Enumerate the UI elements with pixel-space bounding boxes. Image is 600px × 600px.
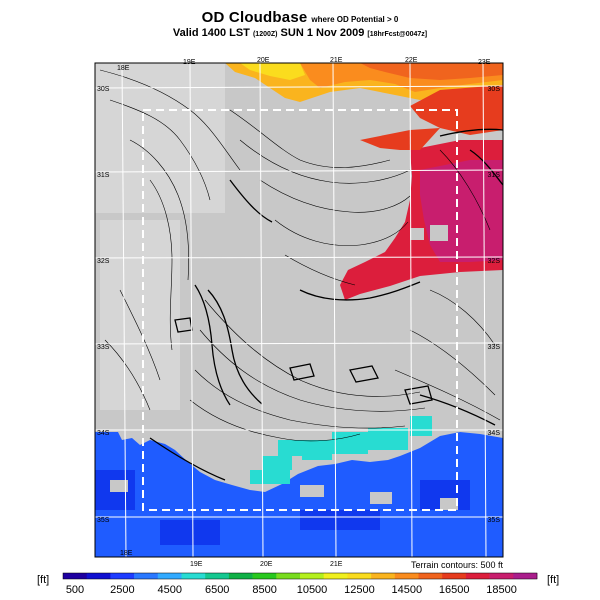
- colorbar-tick-label: 8500: [252, 584, 276, 596]
- colorbar-swatch: [323, 573, 348, 579]
- lat-label: 34S: [488, 430, 501, 437]
- map-plot-area: [95, 63, 503, 557]
- colorbar-tick-label: 2500: [110, 584, 134, 596]
- valid-time: Valid 1400 LST: [172, 27, 250, 39]
- inner-domain-box: [142, 109, 458, 511]
- colorbar-swatch: [86, 573, 111, 579]
- colorbar-swatch: [205, 573, 230, 579]
- lat-labels-right: 30S 31S 32S 33S 34S 35S: [488, 86, 501, 524]
- colorbar: [62, 572, 538, 580]
- colorbar-swatch: [513, 573, 538, 579]
- lat-label: 33S: [97, 344, 110, 351]
- colorbar-swatch: [465, 573, 490, 579]
- utc-time: (1200Z): [252, 31, 278, 38]
- colorbar-swatch: [157, 573, 182, 579]
- lon-label: 21E: [330, 57, 343, 64]
- colorbar-swatch: [418, 573, 443, 579]
- colorbar-tick-label: 4500: [158, 584, 182, 596]
- terrain-contour-note: Terrain contours: 500 ft: [411, 560, 504, 570]
- lon-label: 19E: [183, 59, 196, 66]
- chart-header: OD Cloudbase where OD Potential > 0 Valid…: [0, 0, 600, 50]
- colorbar-swatch: [394, 573, 419, 579]
- lon-label: 20E: [257, 57, 270, 64]
- colorbar-unit-left: [ft]: [37, 574, 49, 586]
- lon-label: 18E: [117, 65, 130, 72]
- terrain-contours: [99, 69, 501, 442]
- lon-label: 20E: [260, 561, 273, 568]
- colorbar-swatch: [276, 573, 301, 579]
- colorbar-outline: [62, 572, 538, 580]
- colorbar-tick-labels: 500 2500 4500 6500 8500 10500 12500 14500 16500 1…: [66, 584, 517, 596]
- colorbar-unit-right: [ft]: [547, 574, 559, 586]
- colorbar-tick-label: 500: [66, 584, 84, 596]
- lon-label: 22E: [405, 57, 418, 64]
- colorbar-tick-label: 10500: [297, 584, 328, 596]
- lat-labels-left: 30S 31S 32S 33S 34S 35S: [97, 86, 110, 524]
- lat-label: 32S: [488, 258, 501, 265]
- lat-label: 34S: [97, 430, 110, 437]
- lat-label: 30S: [488, 86, 501, 93]
- colorbar-swatch: [181, 573, 206, 579]
- colorbar-tick-label: 16500: [439, 584, 470, 596]
- colorbar-swatch: [134, 573, 159, 579]
- lat-lon-grid: [95, 63, 503, 557]
- colorbar-swatch: [252, 573, 277, 579]
- forecast-info: [18hrFcst@0047z]: [367, 31, 428, 38]
- high-cloudbase-north: [225, 63, 503, 135]
- colorbar-swatch: [371, 573, 396, 579]
- colorbar-swatch: [489, 573, 514, 579]
- ocean-patches: [95, 470, 470, 545]
- map-title: OD Cloudbase: [201, 9, 308, 26]
- map-frame: [94, 62, 504, 558]
- lon-label: 19E: [190, 561, 203, 568]
- colorbar-swatch: [347, 573, 372, 579]
- colorbar-swatch: [228, 573, 253, 579]
- colorbar-tick-label: 14500: [392, 584, 423, 596]
- lon-labels-top: 18E 19E 20E 21E 22E 23E: [117, 57, 491, 72]
- colorbar-tick-label: 18500: [486, 584, 517, 596]
- title-qualifier: where OD Potential > 0: [311, 15, 399, 24]
- lat-label: 35S: [488, 517, 501, 524]
- lat-label: 32S: [97, 258, 110, 265]
- low-cloudbase-band: [250, 416, 432, 484]
- colorbar-swatch: [442, 573, 467, 579]
- lon-labels-bottom: 18E 19E 20E 21E: [120, 550, 343, 568]
- colorbar-swatch: [110, 573, 135, 579]
- colorbar-tick-label: 6500: [205, 584, 229, 596]
- lat-label: 35S: [97, 517, 110, 524]
- high-cloudbase-east: [340, 128, 503, 300]
- valid-time-line: Valid 1400 LST (1200Z) SUN 1 Nov 2009 [1…: [0, 27, 600, 39]
- colorbar-swatch: [300, 573, 324, 579]
- lat-label: 31S: [488, 172, 501, 179]
- lat-label: 30S: [97, 86, 110, 93]
- lat-label: 33S: [488, 344, 501, 351]
- lon-label: 21E: [330, 561, 343, 568]
- colorbar-swatch: [63, 573, 87, 579]
- colorbar-tick-label: 12500: [344, 584, 375, 596]
- title-line: OD Cloudbase where OD Potential > 0: [0, 9, 600, 27]
- lat-label: 31S: [97, 172, 110, 179]
- ocean-pale-patches: [110, 480, 458, 510]
- forecast-date: SUN 1 Nov 2009: [280, 27, 365, 39]
- lon-label: 18E: [120, 550, 133, 557]
- lon-label: 23E: [478, 59, 491, 66]
